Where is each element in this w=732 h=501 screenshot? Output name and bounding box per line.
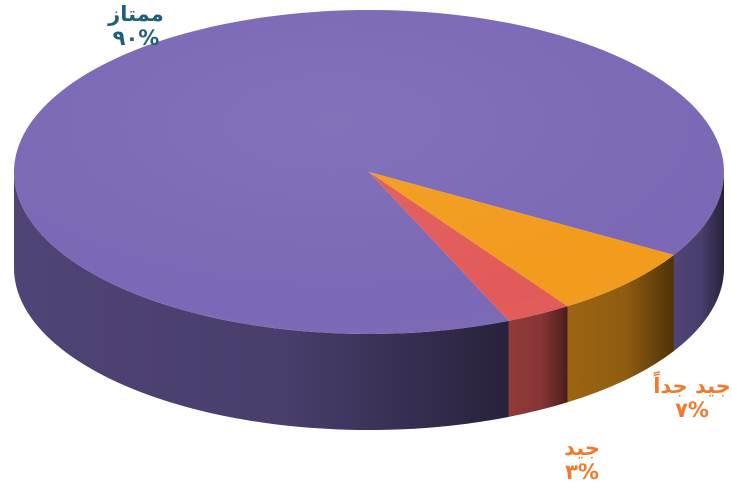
- pie-top-layer: [13, 10, 724, 335]
- slice-good-side-shade: [508, 306, 568, 417]
- slice-excellent-side-shade: [14, 172, 509, 431]
- slice-label-excellent-name: ممتاز: [108, 2, 164, 26]
- slice-label-very-good-value: %٧: [675, 398, 709, 423]
- slice-very-good-side-shade: [567, 254, 674, 403]
- slice-label-good-name: جيد: [564, 436, 600, 460]
- slice-label-very-good: جيد جداً %٧: [652, 374, 732, 422]
- slice-label-excellent: ممتاز %٩٠: [86, 2, 186, 50]
- slice-excellent-side-shade: [673, 172, 724, 351]
- pie-top-sheen: [14, 10, 724, 334]
- slice-label-very-good-name: جيد جداً: [653, 374, 731, 398]
- slice-label-excellent-value: %٩٠: [112, 26, 160, 51]
- pie-side-layer: [14, 172, 724, 431]
- slice-label-good-value: %٣: [565, 460, 599, 485]
- slice-label-good: جيد %٣: [542, 436, 622, 484]
